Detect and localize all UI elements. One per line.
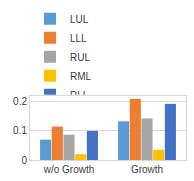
svg-text:w/o Growth: w/o Growth bbox=[43, 164, 95, 175]
svg-text:0.1: 0.1 bbox=[13, 125, 27, 136]
svg-text:RML: RML bbox=[70, 71, 92, 82]
svg-text:LLL: LLL bbox=[70, 33, 87, 44]
svg-text:RLL: RLL bbox=[70, 90, 89, 95]
svg-text:Growth: Growth bbox=[131, 164, 163, 175]
svg-text:RUL: RUL bbox=[70, 52, 90, 63]
svg-text:0: 0 bbox=[21, 155, 27, 166]
svg-text:LUL: LUL bbox=[70, 14, 89, 25]
svg-text:0.2: 0.2 bbox=[13, 96, 27, 107]
